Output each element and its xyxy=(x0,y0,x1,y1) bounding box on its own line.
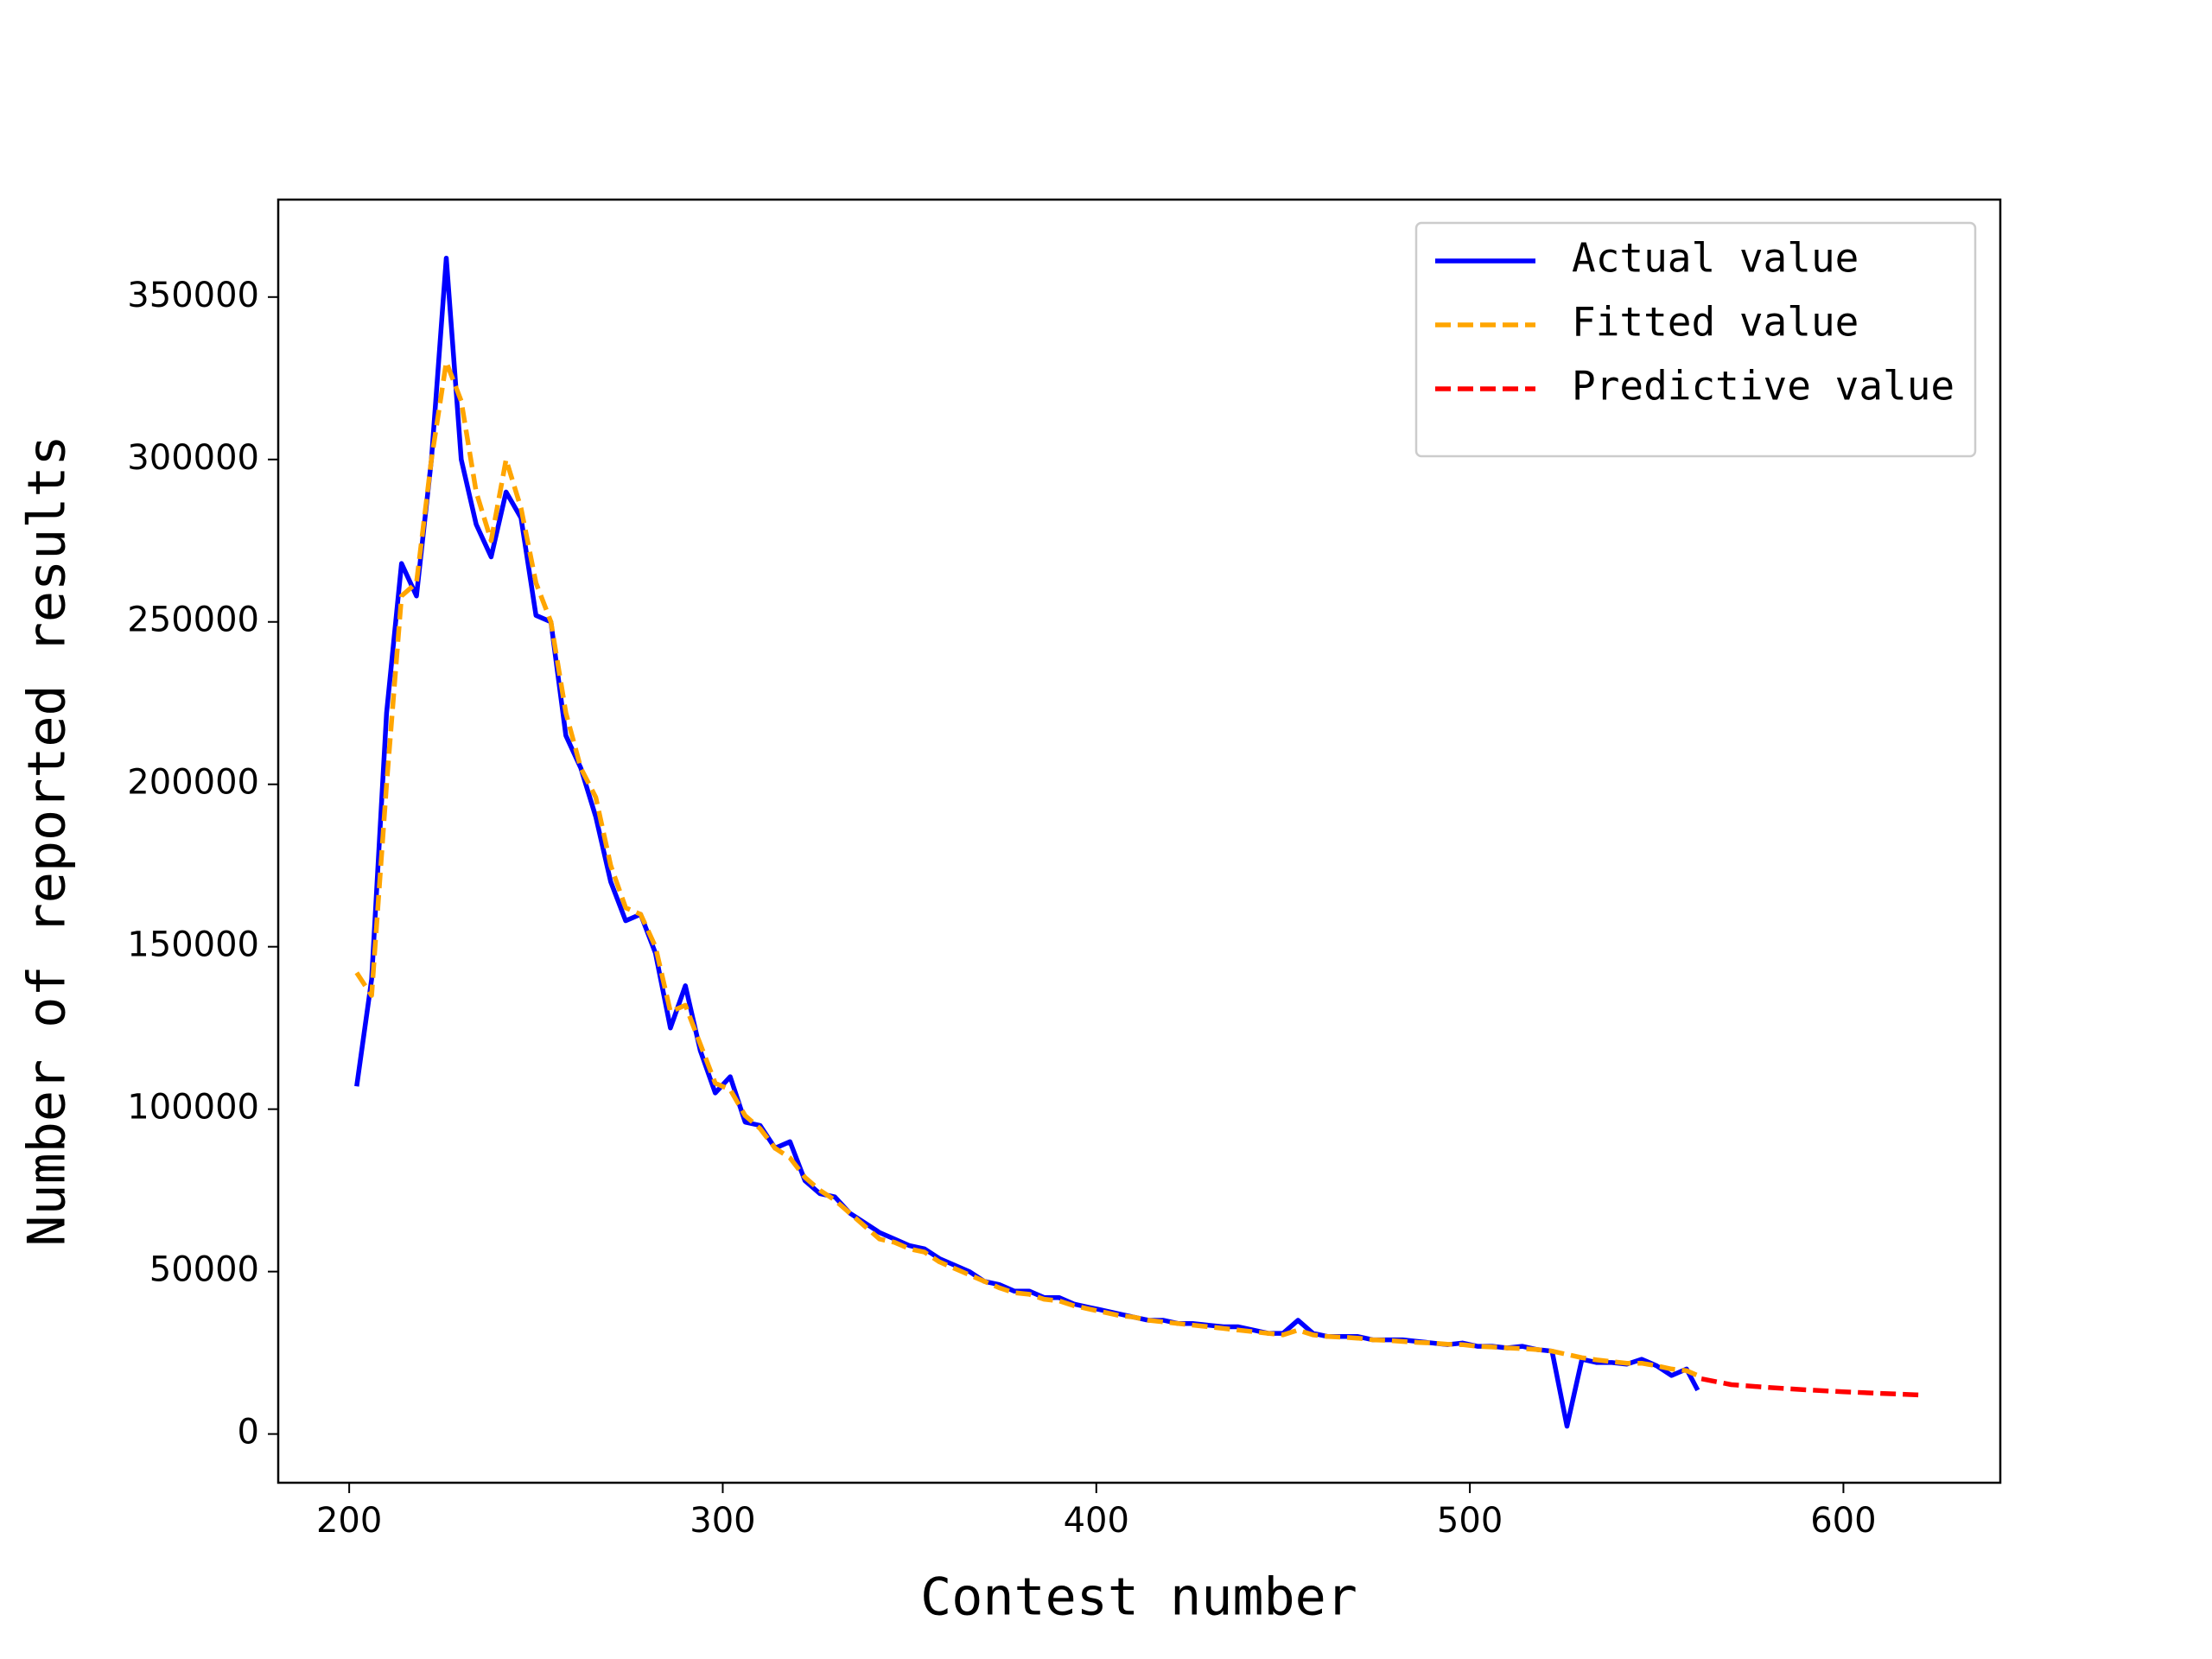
x-axis-label: Contest number xyxy=(920,1567,1357,1628)
x-tick-label: 400 xyxy=(1064,1501,1129,1541)
plot-frame xyxy=(276,198,2002,1484)
y-tick-label: 200000 xyxy=(127,763,259,803)
y-tick-label: 0 xyxy=(238,1413,259,1452)
y-tick-label: 300000 xyxy=(127,438,259,478)
x-tick-label: 600 xyxy=(1810,1501,1876,1541)
legend-label: Actual value xyxy=(1572,235,1859,282)
legend-box xyxy=(1414,221,1977,458)
x-tick-label: 300 xyxy=(690,1501,755,1541)
series-line xyxy=(1700,1376,1923,1398)
series-line xyxy=(354,359,1703,1380)
y-tick-label: 50000 xyxy=(149,1250,259,1290)
x-tick-label: 500 xyxy=(1437,1501,1503,1541)
x-tick-label: 200 xyxy=(316,1501,382,1541)
y-tick-label: 150000 xyxy=(127,925,259,965)
series-line xyxy=(354,255,1700,1429)
legend-label: Predictive value xyxy=(1572,363,1955,410)
y-tick-label: 100000 xyxy=(127,1088,259,1128)
y-tick-label: 350000 xyxy=(127,276,259,315)
y-axis-label: Number of reported results xyxy=(17,435,78,1246)
legend-label: Fitted value xyxy=(1572,299,1859,346)
y-tick-label: 250000 xyxy=(127,601,259,640)
